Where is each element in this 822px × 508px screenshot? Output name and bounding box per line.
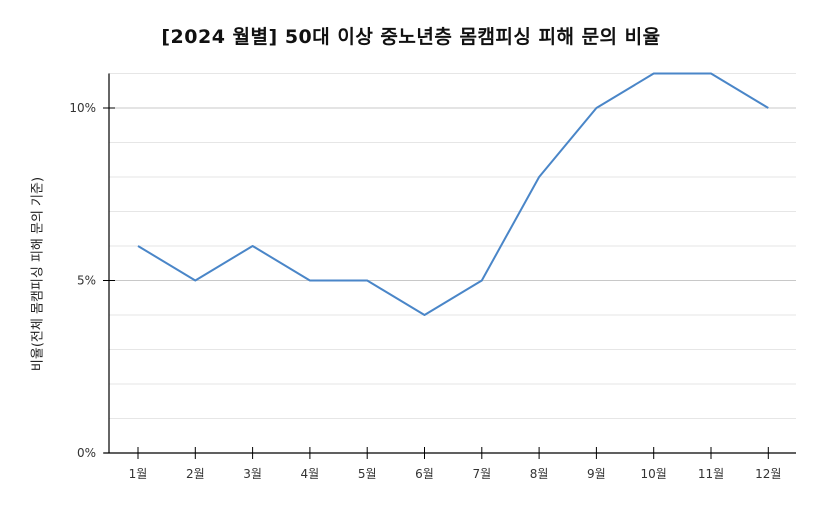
x-tick-label: 12월 [755,467,781,481]
gridlines [109,73,796,419]
x-axis-ticks: 1월 2월 3월 4월 5월 6월 7월 8월 9월 10월 11월 12월 [129,447,781,481]
axes [104,73,796,454]
y-tick-label: 0% [77,446,96,460]
y-tick-label: 10% [69,101,96,115]
x-tick-label: 3월 [243,467,262,481]
x-tick-label: 11월 [698,467,724,481]
series-line [137,72,769,316]
x-tick-label: 5월 [358,467,377,481]
y-axis-ticks: 0% 5% 10% [69,101,115,460]
x-tick-label: 1월 [129,467,148,481]
x-tick-label: 6월 [415,467,434,481]
x-tick-label: 10월 [641,467,667,481]
x-tick-label: 9월 [587,467,606,481]
x-tick-label: 2월 [186,467,205,481]
x-tick-label: 7월 [472,467,491,481]
x-tick-label: 4월 [301,467,320,481]
chart-title: [2024 월별] 50대 이상 중노년층 몸캠피싱 피해 문의 비율 [161,26,661,48]
x-tick-label: 8월 [530,467,549,481]
y-tick-label: 5% [77,274,96,288]
